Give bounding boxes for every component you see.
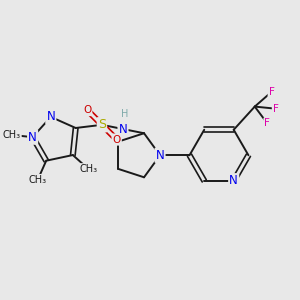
Text: N: N (28, 130, 37, 144)
Text: CH₃: CH₃ (80, 164, 98, 174)
Text: N: N (156, 149, 164, 162)
Text: N: N (229, 174, 238, 187)
Text: N: N (118, 122, 127, 136)
Text: CH₃: CH₃ (3, 130, 21, 140)
Text: F: F (264, 118, 270, 128)
Text: F: F (273, 104, 279, 114)
Text: N: N (46, 110, 55, 123)
Text: S: S (98, 118, 106, 131)
Text: O: O (112, 135, 121, 145)
Text: O: O (83, 105, 91, 115)
Text: H: H (122, 109, 129, 119)
Text: F: F (268, 87, 274, 97)
Text: CH₃: CH₃ (28, 175, 47, 185)
